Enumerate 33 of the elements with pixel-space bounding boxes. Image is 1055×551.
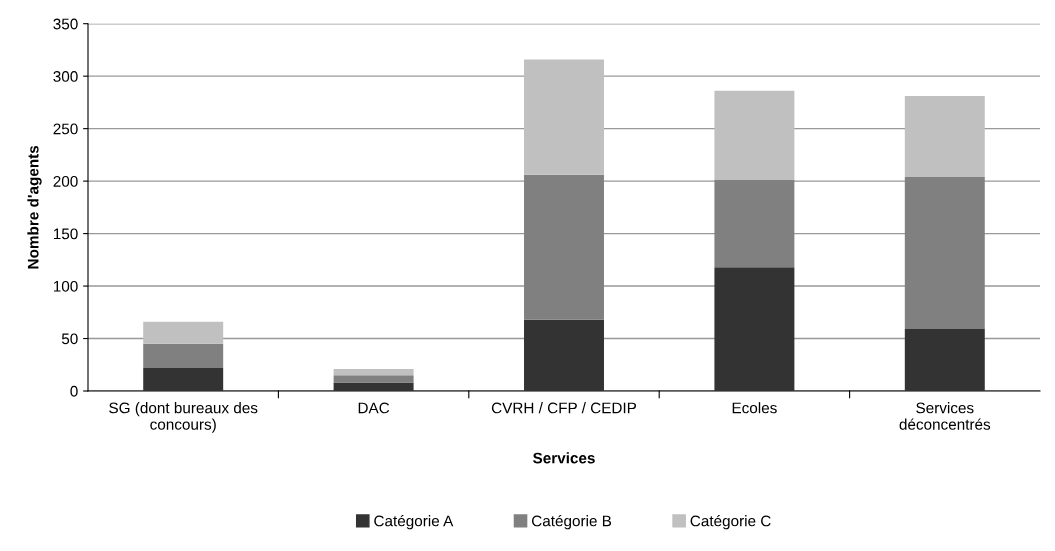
x-axis-title: Services — [533, 452, 595, 464]
y-tick-label: 0 — [70, 385, 78, 397]
bar — [904, 96, 985, 177]
bar — [143, 321, 224, 344]
legend-label: Catégorie A — [374, 514, 454, 530]
bar — [524, 174, 604, 320]
bar — [904, 176, 985, 330]
y-tick-label: 150 — [53, 228, 78, 240]
x-tick-label: DAC — [358, 402, 390, 414]
y-tick-label: 100 — [53, 280, 78, 292]
y-tick-label: 350 — [53, 18, 78, 30]
bar — [714, 90, 795, 181]
y-tick-label: 200 — [53, 175, 78, 187]
y-tick-label: 250 — [53, 123, 78, 135]
x-tick-label: SG (dont bureaux des concours) — [109, 402, 258, 433]
x-tick-label: Ecoles — [732, 402, 777, 414]
x-tick-label: CVRH / CFP / CEDIP — [491, 402, 637, 414]
bar — [333, 368, 414, 376]
bar — [524, 319, 604, 391]
bar — [524, 59, 604, 175]
bar — [904, 329, 985, 391]
legend-label: Catégorie B — [532, 514, 612, 530]
bar — [333, 375, 414, 383]
y-axis-title: Nombre d'agents — [27, 145, 42, 269]
y-tick-label: 300 — [53, 71, 78, 82]
bar — [143, 367, 224, 391]
y-tick-label: 50 — [61, 333, 78, 345]
legend-label: Catégorie C — [690, 514, 771, 530]
bar — [714, 180, 795, 268]
bar — [333, 382, 414, 391]
bar — [143, 343, 224, 368]
x-tick-label: Services déconcentrés — [899, 402, 991, 430]
bar — [714, 267, 795, 391]
